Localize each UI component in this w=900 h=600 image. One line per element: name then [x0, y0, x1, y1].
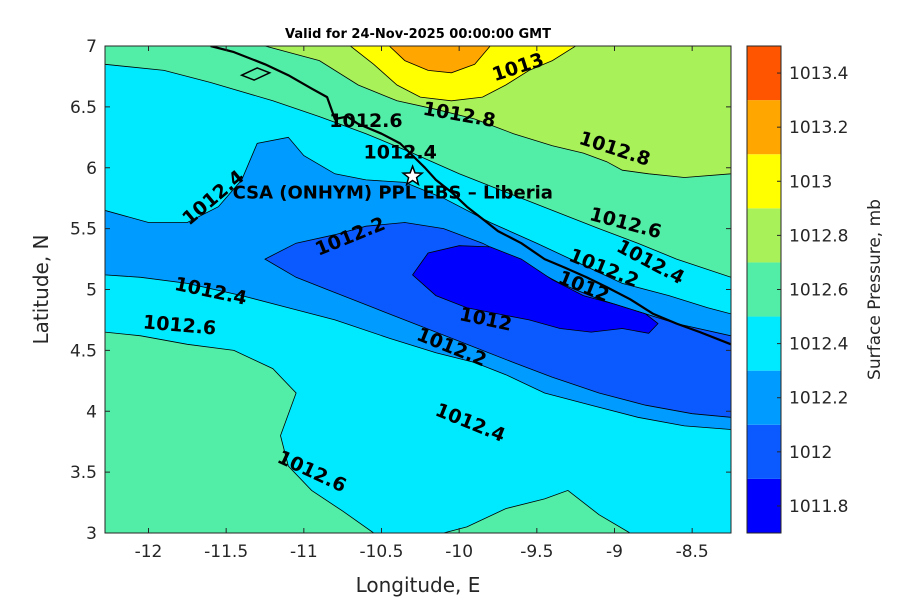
colorbar-tick-label: 1012.2 [789, 389, 848, 409]
x-tick-label: -10 [445, 542, 473, 562]
contour-label: 1012.4 [363, 142, 436, 164]
colorbar-segment [747, 424, 781, 479]
colorbar-segment [747, 46, 781, 101]
band-1012 [264, 222, 731, 418]
colorbar-segment [747, 100, 781, 155]
x-tick-label: -12 [135, 542, 163, 562]
contour-fills [105, 46, 731, 533]
x-ticks: -12 -11.5 -11 -10.5 -10 -9.5 -9 -8.5 [135, 46, 709, 562]
colorbar-segment [747, 154, 781, 209]
colorbar-tick-label: 1011.8 [789, 497, 848, 517]
chart-title: Valid for 24-Nov-2025 00:00:00 GMT [285, 27, 551, 42]
y-axis-label: Latitude, N [29, 235, 53, 345]
band-1013.2 [388, 46, 491, 74]
contour-label: 1012.6 [329, 110, 402, 132]
colorbar-tick-label: 1012.4 [789, 335, 848, 355]
colorbar-tick-label: 1012.8 [789, 226, 848, 246]
island [239, 67, 272, 81]
colorbar-tick-label: 1013 [789, 172, 832, 192]
x-tick-label: -11.5 [204, 542, 248, 562]
y-tick-label: 3.5 [70, 463, 97, 483]
colorbar-segment [747, 370, 781, 425]
x-tick-label: -11 [290, 542, 318, 562]
x-tick-label: -10.5 [359, 542, 403, 562]
colorbar-segment [747, 316, 781, 371]
colorbar-tick-label: 1013.4 [789, 64, 848, 84]
y-tick-label: 5 [86, 281, 97, 301]
band-1011.8 [412, 245, 659, 334]
band-1012.8 [264, 46, 731, 178]
colorbar: 1011.8 1012 1012.2 1012.4 1012.6 1012.8 1013 10… [746, 45, 848, 534]
colorbar-tick-label: 1012.6 [789, 281, 848, 301]
y-tick-label: 7 [86, 37, 97, 57]
y-tick-label: 4 [86, 402, 97, 422]
x-tick-label: -8.5 [676, 542, 709, 562]
x-tick-label: -9 [606, 542, 623, 562]
colorbar-segment [747, 478, 781, 533]
x-axis-label: Longitude, E [356, 573, 481, 597]
colorbar-tick-label: 1012 [789, 443, 832, 463]
site-annotation: CSA (ONHYM) PPL EBS – Liberia [233, 182, 553, 203]
y-tick-label: 6 [86, 159, 97, 179]
x-tick-label: -9.5 [520, 542, 553, 562]
colorbar-tick-label: 1013.2 [789, 118, 848, 138]
colorbar-label: Surface Pressure, mb [865, 199, 885, 380]
y-tick-label: 5.5 [70, 220, 97, 240]
y-tick-label: 3 [86, 524, 97, 544]
site-star-marker [401, 164, 425, 187]
colorbar-segment [747, 262, 781, 317]
y-ticks: 3 3.5 4 4.5 5 5.5 6 6.5 7 [70, 37, 731, 544]
coastline [210, 46, 731, 346]
y-tick-label: 4.5 [70, 341, 97, 361]
colorbar-segment [747, 208, 781, 263]
y-tick-label: 6.5 [70, 98, 97, 118]
